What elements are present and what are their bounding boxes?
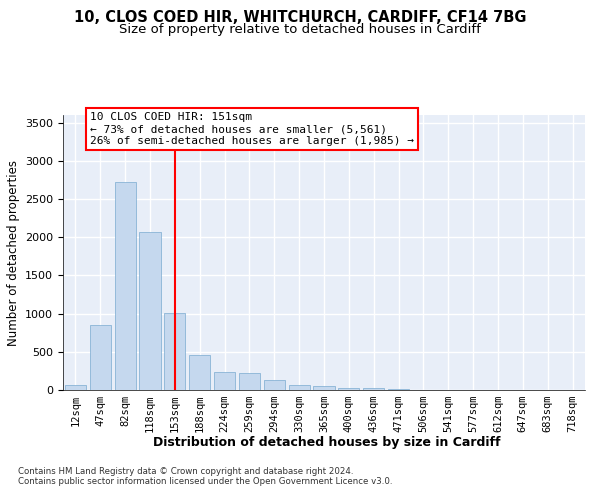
Bar bbox=[338, 388, 359, 390]
Y-axis label: Number of detached properties: Number of detached properties bbox=[7, 160, 20, 346]
Text: Distribution of detached houses by size in Cardiff: Distribution of detached houses by size … bbox=[153, 436, 501, 449]
Bar bbox=[388, 389, 409, 390]
Bar bbox=[189, 355, 210, 390]
Bar bbox=[363, 388, 384, 390]
Text: Contains public sector information licensed under the Open Government Licence v3: Contains public sector information licen… bbox=[18, 476, 392, 486]
Bar bbox=[115, 182, 136, 390]
Bar bbox=[139, 232, 161, 390]
Bar bbox=[264, 380, 285, 390]
Text: Size of property relative to detached houses in Cardiff: Size of property relative to detached ho… bbox=[119, 22, 481, 36]
Bar bbox=[65, 386, 86, 390]
Bar bbox=[289, 386, 310, 390]
Bar bbox=[164, 313, 185, 390]
Bar bbox=[239, 373, 260, 390]
Bar bbox=[90, 325, 111, 390]
Bar bbox=[214, 372, 235, 390]
Text: 10 CLOS COED HIR: 151sqm
← 73% of detached houses are smaller (5,561)
26% of sem: 10 CLOS COED HIR: 151sqm ← 73% of detach… bbox=[90, 112, 414, 146]
Text: Contains HM Land Registry data © Crown copyright and database right 2024.: Contains HM Land Registry data © Crown c… bbox=[18, 466, 353, 475]
Text: 10, CLOS COED HIR, WHITCHURCH, CARDIFF, CF14 7BG: 10, CLOS COED HIR, WHITCHURCH, CARDIFF, … bbox=[74, 10, 526, 25]
Bar bbox=[313, 386, 335, 390]
